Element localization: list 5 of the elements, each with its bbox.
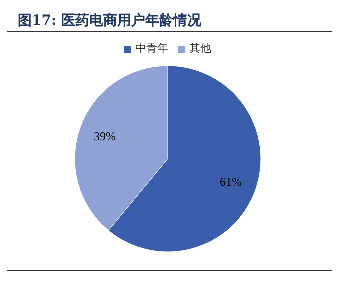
- legend-label: 其他: [190, 42, 212, 55]
- legend-label: 中青年: [136, 42, 168, 55]
- chart-title: 图17: 医药电商用户年龄情况: [18, 12, 203, 29]
- data-label: 61%: [220, 174, 242, 189]
- data-label: 39%: [94, 130, 116, 144]
